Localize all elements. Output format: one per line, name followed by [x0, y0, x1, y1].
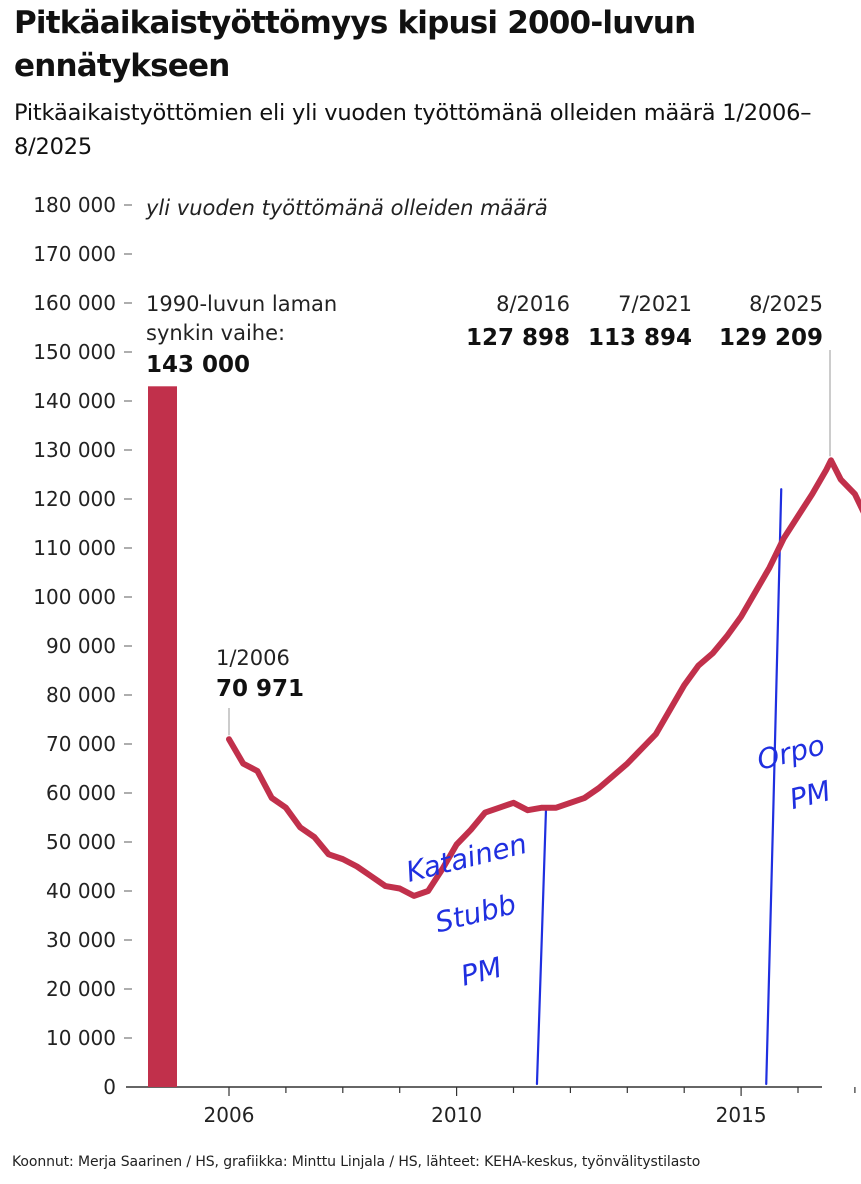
chart-subtitle: Pitkäaikaistyöttömien eli yli vuoden työ…: [14, 100, 812, 160]
y-tick-label: 10 000: [46, 1026, 116, 1050]
y-tick-label: 180 000: [33, 193, 116, 217]
x-tick-label: 2015: [716, 1103, 767, 1127]
y-tick-label: 70 000: [46, 732, 116, 756]
annotation-date: 1/2006: [216, 646, 290, 670]
handwritten-text: Stubb: [432, 887, 520, 939]
reference-bar-label: synkin vaihe:: [146, 321, 285, 345]
x-axis: 20062010201520202025: [126, 1086, 856, 1127]
y-tick-label: 80 000: [46, 683, 116, 707]
handwritten-text: Orpo: [754, 728, 828, 777]
annotation-date: 7/2021: [618, 292, 692, 316]
y-tick-label: 40 000: [46, 879, 116, 903]
y-axis: 0 10 000 20 000 30 000 40 000 50 000 60 000 70 …: [33, 193, 132, 1099]
annotation-leaders: [228, 350, 831, 736]
series-group: [226, 457, 861, 899]
reference-bar: [148, 386, 177, 1087]
handwritten-text: PM: [457, 951, 505, 993]
annotation-value: 127 898: [466, 325, 570, 351]
reference-bar-group: 1990-luvun laman synkin vaihe: 143 000: [146, 292, 337, 1087]
y-tick-label: 120 000: [33, 487, 116, 511]
y-tick-label: 130 000: [33, 438, 116, 462]
y-tick-label: 30 000: [46, 928, 116, 952]
y-tick-label: 140 000: [33, 389, 116, 413]
annotation-date: 8/2025: [749, 292, 823, 316]
y-tick-label: 170 000: [33, 242, 116, 266]
chart-title: Pitkäaikaistyöttömyys kipusi 2000-luvun …: [14, 5, 696, 84]
annotation-value: 113 894: [588, 325, 692, 351]
handwritten-text: PM: [786, 774, 834, 816]
y-axis-label: yli vuoden työttömänä olleiden määrä: [145, 196, 548, 220]
series-line: [226, 457, 861, 899]
y-tick-label: 60 000: [46, 781, 116, 805]
credits: Koonnut: Merja Saarinen / HS, grafiikka:…: [12, 1154, 701, 1170]
x-tick-label: 2010: [431, 1103, 482, 1127]
x-tick-label: 2006: [204, 1103, 255, 1127]
y-tick-label: 110 000: [33, 536, 116, 560]
y-tick-label: 50 000: [46, 830, 116, 854]
reference-bar-value: 143 000: [146, 352, 250, 378]
y-tick-label: 0: [103, 1075, 116, 1099]
annotation-value: 129 209: [719, 325, 823, 351]
reference-bar-label: 1990-luvun laman: [146, 292, 337, 316]
katainen-stubb-end-line: [765, 488, 783, 1086]
y-tick-label: 160 000: [33, 291, 116, 315]
y-tick-label: 90 000: [46, 634, 116, 658]
annotation-date: 8/2016: [496, 292, 570, 316]
annotation-value: 70 971: [216, 676, 304, 702]
y-tick-label: 20 000: [46, 977, 116, 1001]
y-tick-label: 150 000: [33, 340, 116, 364]
annotations-group: 1/2006 70 971 8/2016 127 898 7/2021 113 894 8/…: [216, 292, 823, 702]
katainen-stubb-start-line: [535, 809, 548, 1086]
handwritten-lines: [535, 488, 783, 1086]
y-tick-label: 100 000: [33, 585, 116, 609]
